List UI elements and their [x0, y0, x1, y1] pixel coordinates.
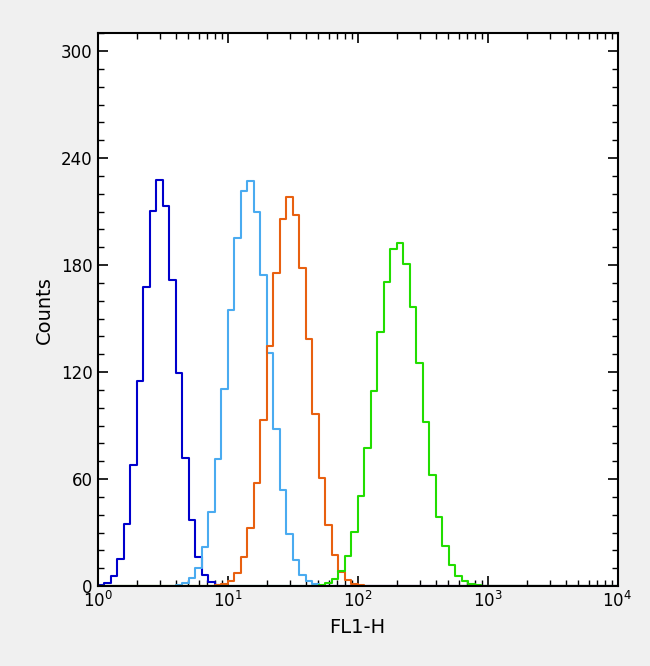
Y-axis label: Counts: Counts — [35, 276, 54, 344]
X-axis label: FL1-H: FL1-H — [330, 618, 385, 637]
